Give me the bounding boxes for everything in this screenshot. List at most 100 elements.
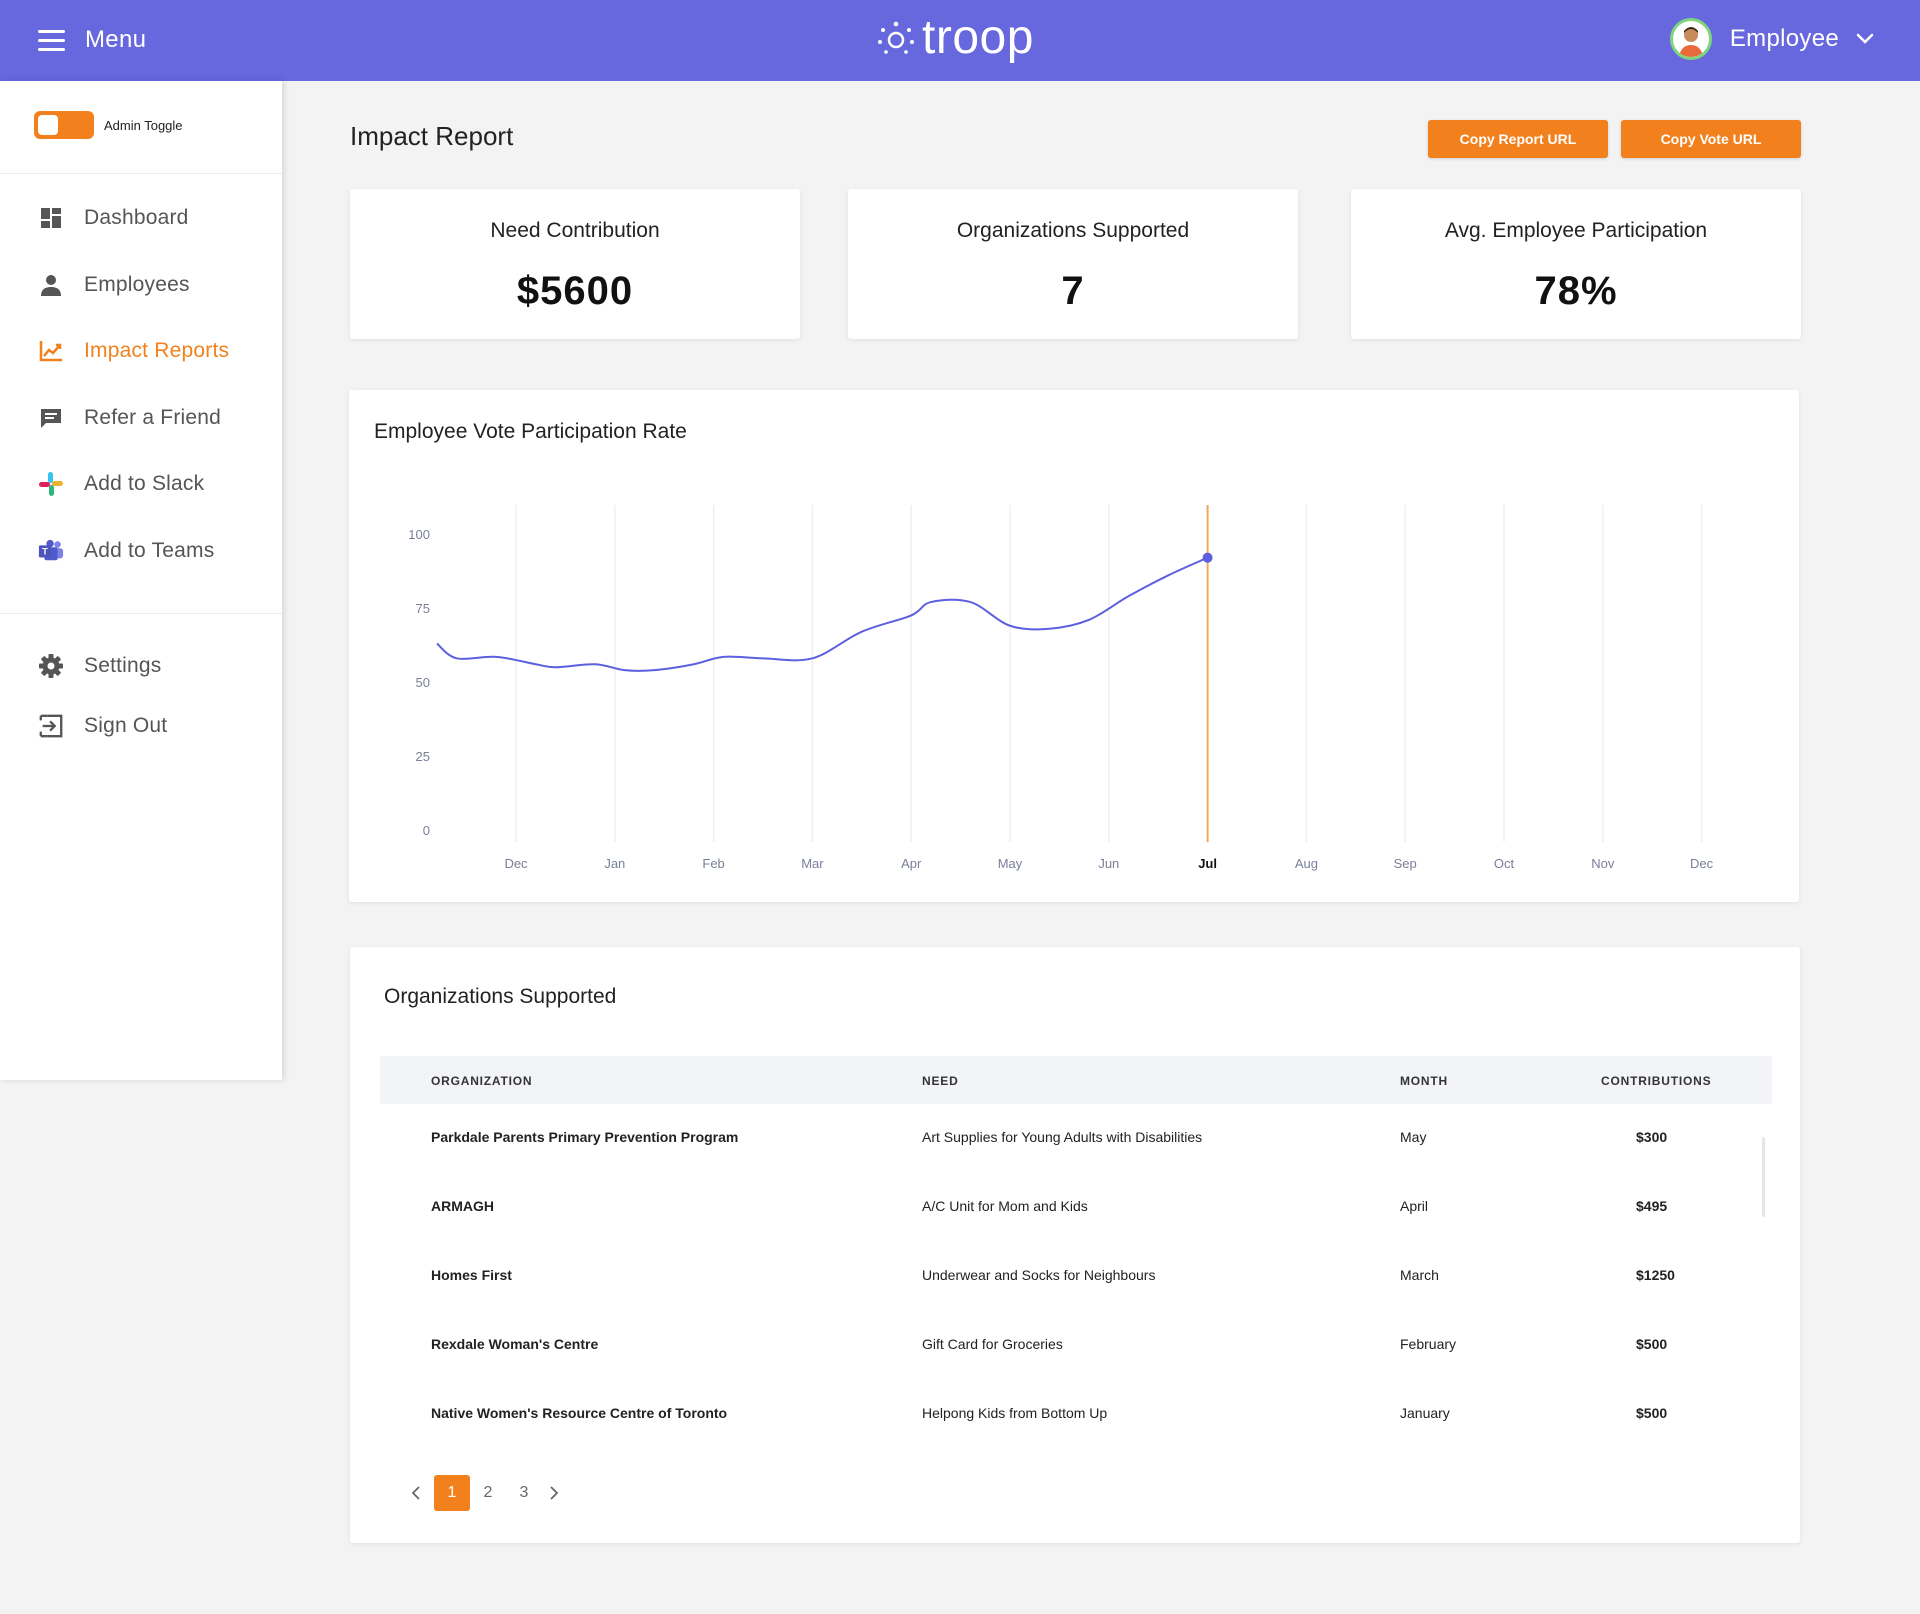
cell-organization: Rexdale Woman's Centre — [431, 1336, 599, 1352]
user-menu[interactable]: Employee — [1669, 18, 1875, 60]
dashboard-icon — [38, 205, 64, 231]
page-button-1[interactable]: 1 — [434, 1475, 470, 1511]
x-tick-label: Mar — [801, 856, 824, 871]
column-header-month[interactable]: MONTH — [1400, 1074, 1448, 1088]
sidebar-item-label: Employees — [84, 273, 190, 296]
table-row[interactable]: ARMAGH A/C Unit for Mom and Kids April $… — [380, 1173, 1772, 1242]
sign-out-icon — [38, 713, 64, 739]
cell-month: January — [1400, 1405, 1450, 1421]
participation-chart-card: Employee Vote Participation Rate 100 75 50… — [349, 390, 1799, 902]
cell-organization: Native Women's Resource Centre of Toront… — [431, 1405, 728, 1421]
x-tick-label: Jan — [604, 856, 625, 871]
page-button-3[interactable]: 3 — [519, 1484, 529, 1501]
cell-contribution: $500 — [1636, 1405, 1668, 1421]
stat-value: 7 — [1061, 269, 1085, 313]
copy-report-url-button[interactable]: Copy Report URL — [1428, 120, 1608, 158]
next-page-button[interactable] — [542, 1475, 566, 1511]
chevron-down-icon — [1856, 33, 1874, 44]
cell-organization: Homes First — [431, 1267, 512, 1283]
sidebar-item-dashboard[interactable]: Dashboard — [38, 205, 189, 231]
menu-label: Menu — [85, 26, 147, 53]
troop-logo[interactable]: troop — [876, 10, 1034, 66]
admin-toggle: Admin Toggle — [34, 111, 183, 139]
top-bar: Menu troop Employee — [0, 0, 1920, 81]
table-row[interactable]: Native Women's Resource Centre of Toront… — [380, 1380, 1772, 1449]
sidebar-item-impact-reports[interactable]: Impact Reports — [38, 338, 229, 364]
table-scrollbar[interactable] — [1762, 1137, 1765, 1217]
y-tick-label: 50 — [416, 675, 430, 690]
table-row[interactable]: Homes First Underwear and Socks for Neig… — [380, 1242, 1772, 1311]
chevron-left-icon — [411, 1486, 420, 1500]
sidebar-item-label: Sign Out — [84, 714, 168, 737]
data-point — [1202, 552, 1213, 563]
cell-month: April — [1400, 1198, 1429, 1214]
sidebar-item-add-to-slack[interactable]: Add to Slack — [38, 471, 204, 497]
x-tick-label: Dec — [1690, 856, 1714, 871]
table-row[interactable]: Parkdale Parents Primary Prevention Prog… — [380, 1104, 1772, 1173]
prev-page-button[interactable] — [404, 1475, 428, 1511]
cell-contribution: $495 — [1636, 1198, 1668, 1214]
chevron-right-icon — [550, 1486, 559, 1500]
page-title: Impact Report — [350, 121, 514, 151]
page-button-2[interactable]: 2 — [483, 1484, 493, 1501]
cell-need: A/C Unit for Mom and Kids — [922, 1198, 1088, 1214]
participation-line-chart: 100 75 50 25 0 Dec Jan Feb Mar Apr May Jun Jul Aug Sep… — [408, 505, 1714, 871]
column-header-need[interactable]: NEED — [922, 1074, 959, 1088]
cell-need: Underwear and Socks for Neighbours — [922, 1267, 1156, 1283]
x-tick-label: Oct — [1494, 856, 1515, 871]
sidebar-item-label: Refer a Friend — [84, 406, 222, 429]
stat-value: $5600 — [516, 269, 634, 313]
sidebar-item-add-to-teams[interactable]: T Add to Teams — [38, 538, 214, 564]
stat-label: Organizations Supported — [956, 219, 1190, 242]
chart-line-icon — [38, 338, 64, 364]
column-header-contributions[interactable]: CONTRIBUTIONS — [1601, 1074, 1712, 1088]
sidebar-item-employees[interactable]: Employees — [38, 272, 190, 298]
table-header: ORGANIZATION NEED MONTH CONTRIBUTIONS — [380, 1056, 1772, 1104]
organizations-table-card: Organizations Supported ORGANIZATION NEE… — [350, 947, 1800, 1543]
x-tick-label: Feb — [702, 856, 724, 871]
person-icon — [38, 272, 64, 298]
cell-need: Gift Card for Groceries — [922, 1336, 1063, 1352]
table-title: Organizations Supported — [384, 985, 617, 1008]
sidebar-item-sign-out[interactable]: Sign Out — [38, 713, 167, 739]
column-header-organization[interactable]: ORGANIZATION — [431, 1074, 533, 1088]
cell-organization: Parkdale Parents Primary Prevention Prog… — [431, 1129, 739, 1145]
y-tick-label: 100 — [408, 527, 430, 542]
sidebar-divider — [0, 613, 282, 614]
troop-logo-icon — [878, 21, 914, 54]
user-role-label: Employee — [1729, 25, 1839, 52]
admin-toggle-switch[interactable] — [34, 111, 94, 139]
sidebar-item-refer-a-friend[interactable]: Refer a Friend — [38, 405, 221, 431]
slack-icon — [38, 471, 64, 497]
hamburger-icon — [38, 29, 65, 51]
cell-month: February — [1400, 1336, 1457, 1352]
teams-icon: T — [38, 538, 64, 564]
x-tick-label: Dec — [504, 856, 528, 871]
y-tick-label: 0 — [423, 823, 430, 838]
x-tick-label: Apr — [901, 856, 922, 871]
x-tick-label: Nov — [1591, 856, 1615, 871]
table-row[interactable]: Rexdale Woman's Centre Gift Card for Gro… — [380, 1311, 1772, 1380]
x-tick-label: May — [998, 856, 1023, 871]
sidebar-divider — [0, 173, 282, 174]
copy-vote-url-button[interactable]: Copy Vote URL — [1621, 120, 1801, 158]
sidebar-item-settings[interactable]: Settings — [38, 653, 161, 679]
sidebar-item-label: Impact Reports — [84, 339, 230, 362]
cell-month: March — [1400, 1267, 1439, 1283]
menu-button[interactable]: Menu — [38, 26, 146, 54]
stat-card-need-contribution: Need Contribution $5600 — [350, 189, 800, 339]
y-tick-label: 75 — [416, 601, 430, 616]
stat-label: Avg. Employee Participation — [1444, 219, 1708, 242]
pagination: 1 2 3 — [404, 1475, 566, 1511]
cell-contribution: $1250 — [1636, 1267, 1675, 1283]
avatar — [1669, 18, 1712, 60]
stat-card-organizations-supported: Organizations Supported 7 — [848, 189, 1298, 339]
cell-organization: ARMAGH — [431, 1198, 494, 1214]
cell-need: Art Supplies for Young Adults with Disab… — [922, 1129, 1203, 1145]
sidebar-item-label: Add to Teams — [84, 539, 215, 562]
stat-value: 78% — [1534, 269, 1618, 313]
stat-label: Need Contribution — [490, 219, 660, 242]
x-tick-label: Sep — [1394, 856, 1417, 871]
gear-icon — [38, 653, 64, 679]
series-line — [436, 556, 1209, 672]
